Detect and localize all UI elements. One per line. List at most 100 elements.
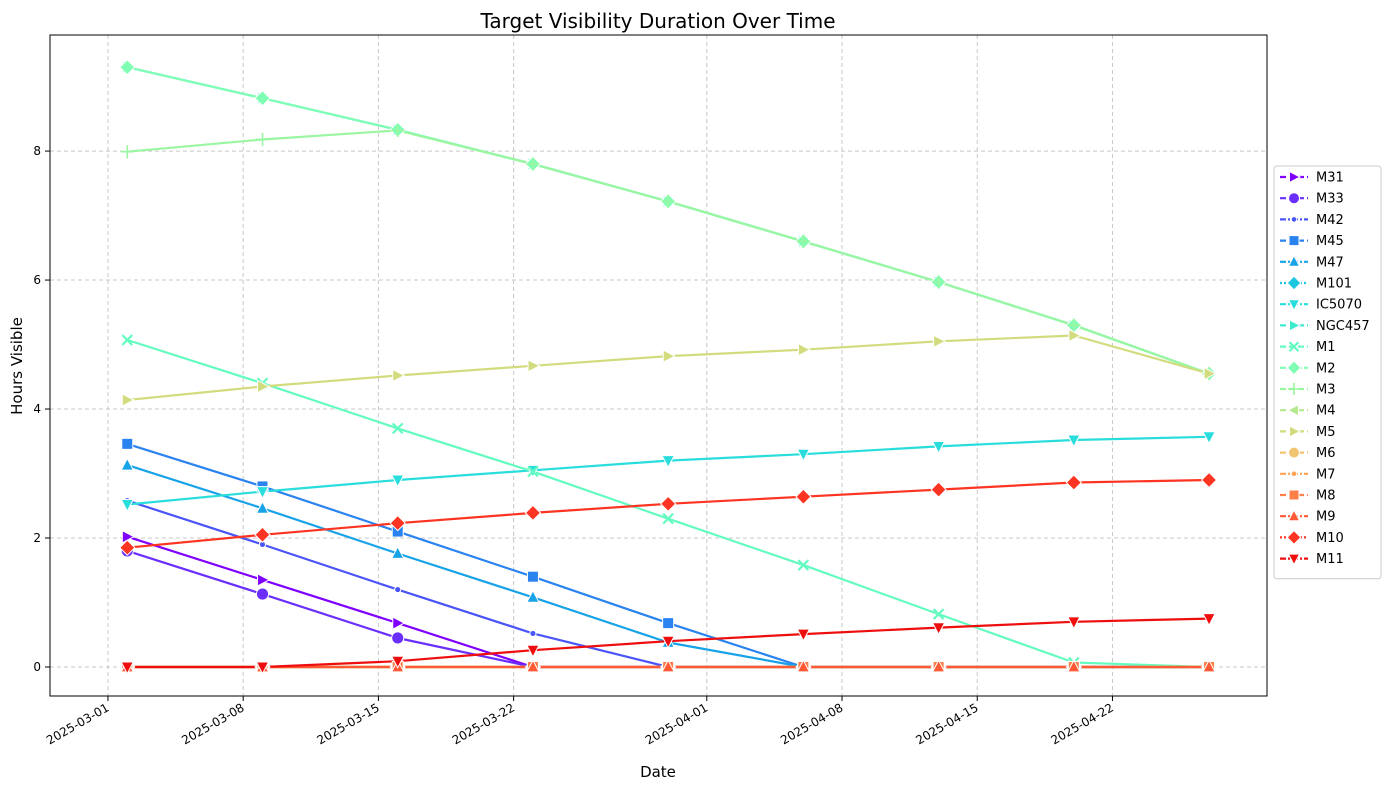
data-point-m33	[255, 587, 270, 601]
data-point-m3	[661, 194, 675, 208]
y-tick-label: 0	[33, 660, 41, 674]
series-markers	[119, 59, 1218, 676]
data-point-m5	[1068, 328, 1082, 343]
legend-marker-m8	[1288, 489, 1300, 501]
data-point-m5	[933, 334, 947, 349]
data-point-ic5070	[255, 486, 270, 500]
x-tick-label: 2025-04-01	[643, 700, 710, 747]
data-point-m9	[1202, 659, 1216, 673]
legend-marker-m31	[1289, 170, 1302, 184]
legend-label-m9: M9	[1316, 510, 1336, 525]
series-line-ngc457	[127, 66, 1210, 375]
data-point-m9	[526, 659, 540, 673]
data-point-ic5070	[120, 499, 135, 513]
data-point-m31	[392, 616, 406, 631]
data-point-m5	[527, 358, 541, 373]
data-point-ic5070	[390, 474, 405, 488]
data-point-m5	[392, 368, 406, 383]
data-point-ic5070	[661, 455, 676, 469]
x-axis-label: Date	[640, 763, 676, 781]
y-tick-label: 8	[33, 144, 41, 158]
data-point-m11	[120, 661, 135, 675]
data-point-m47	[120, 457, 135, 471]
data-point-m1	[662, 512, 674, 525]
data-point-m10	[795, 488, 812, 505]
legend-label-m3: M3	[1316, 383, 1336, 398]
data-point-m9	[661, 659, 676, 673]
legend-label-m101: M101	[1316, 277, 1352, 292]
legend-label-m1: M1	[1316, 340, 1336, 355]
data-point-ic5070	[1066, 434, 1081, 448]
y-axis-label: Hours Visible	[8, 317, 26, 415]
data-point-m31	[121, 529, 135, 544]
legend-label-m45: M45	[1316, 234, 1344, 249]
data-point-m11	[255, 661, 270, 675]
legend-marker-m45	[1288, 235, 1300, 247]
legend-marker-m2	[1286, 360, 1302, 376]
legend-marker-m33	[1288, 192, 1300, 205]
data-point-m3	[932, 275, 946, 289]
data-point-m45	[526, 570, 539, 583]
series-line-m2	[127, 66, 1210, 375]
data-point-m5	[662, 349, 676, 364]
legend-label-m4: M4	[1316, 404, 1336, 419]
data-point-m11	[931, 622, 946, 636]
data-point-m10	[389, 514, 406, 532]
y-tick-label: 6	[33, 273, 41, 287]
data-point-m3	[255, 132, 270, 147]
data-point-m1	[391, 422, 404, 435]
data-point-m45	[662, 617, 675, 630]
data-point-m1	[121, 334, 133, 346]
data-point-m47	[526, 589, 540, 603]
data-point-m47	[255, 500, 270, 514]
data-point-m11	[796, 628, 811, 642]
data-point-m9	[1066, 659, 1081, 673]
legend-label-m47: M47	[1316, 255, 1344, 270]
legend-label-m31: M31	[1316, 171, 1344, 186]
data-point-ic5070	[796, 448, 811, 462]
legend-label-m11: M11	[1316, 552, 1344, 567]
legend-label-m33: M33	[1316, 192, 1344, 207]
legend-frame	[1273, 165, 1382, 580]
data-point-m33	[391, 631, 405, 645]
data-point-m10	[930, 481, 947, 498]
legend-marker-m11	[1287, 553, 1301, 566]
x-tick-label: 2025-03-01	[44, 700, 111, 747]
data-point-m5	[121, 393, 135, 407]
data-point-m9	[796, 659, 811, 673]
legend-label-m42: M42	[1316, 213, 1344, 228]
data-point-m3	[1067, 318, 1081, 332]
data-point-m45	[121, 437, 134, 450]
x-tick-label: 2025-04-22	[1049, 700, 1116, 747]
x-tick-label: 2025-03-08	[179, 700, 246, 747]
data-point-m5	[1203, 366, 1217, 381]
x-tick-label: 2025-04-15	[913, 700, 980, 747]
legend-marker-m47	[1287, 254, 1301, 267]
legend-marker-m3	[1288, 383, 1300, 395]
data-point-m10	[524, 504, 542, 522]
legend-marker-m10	[1286, 529, 1302, 545]
legend-marker-m5	[1289, 425, 1302, 438]
data-point-m1	[932, 608, 945, 620]
data-point-m11	[1066, 616, 1081, 630]
data-point-m47	[390, 545, 405, 559]
data-point-ic5070	[931, 440, 946, 455]
data-point-m1	[797, 559, 810, 571]
legend-label-m7: M7	[1316, 467, 1336, 482]
legend-label-ic5070: IC5070	[1316, 298, 1362, 313]
data-point-m2	[254, 90, 271, 107]
legend-marker-m4	[1286, 403, 1299, 417]
series-line-m45	[126, 442, 1209, 669]
data-point-m1	[527, 465, 539, 478]
data-point-m11	[661, 635, 676, 649]
data-point-m31	[257, 573, 271, 587]
data-point-m10	[1065, 474, 1083, 491]
series-line-m33	[126, 549, 1209, 669]
data-point-m3	[526, 157, 540, 171]
data-point-m9	[931, 659, 946, 673]
data-point-m11	[1202, 613, 1216, 627]
legend-label-m10: M10	[1316, 531, 1344, 546]
legend: M31 M33 M42 M45 M47 M101 IC5070 NGC457 M1 M2 M3 M4 M…	[1273, 165, 1382, 580]
